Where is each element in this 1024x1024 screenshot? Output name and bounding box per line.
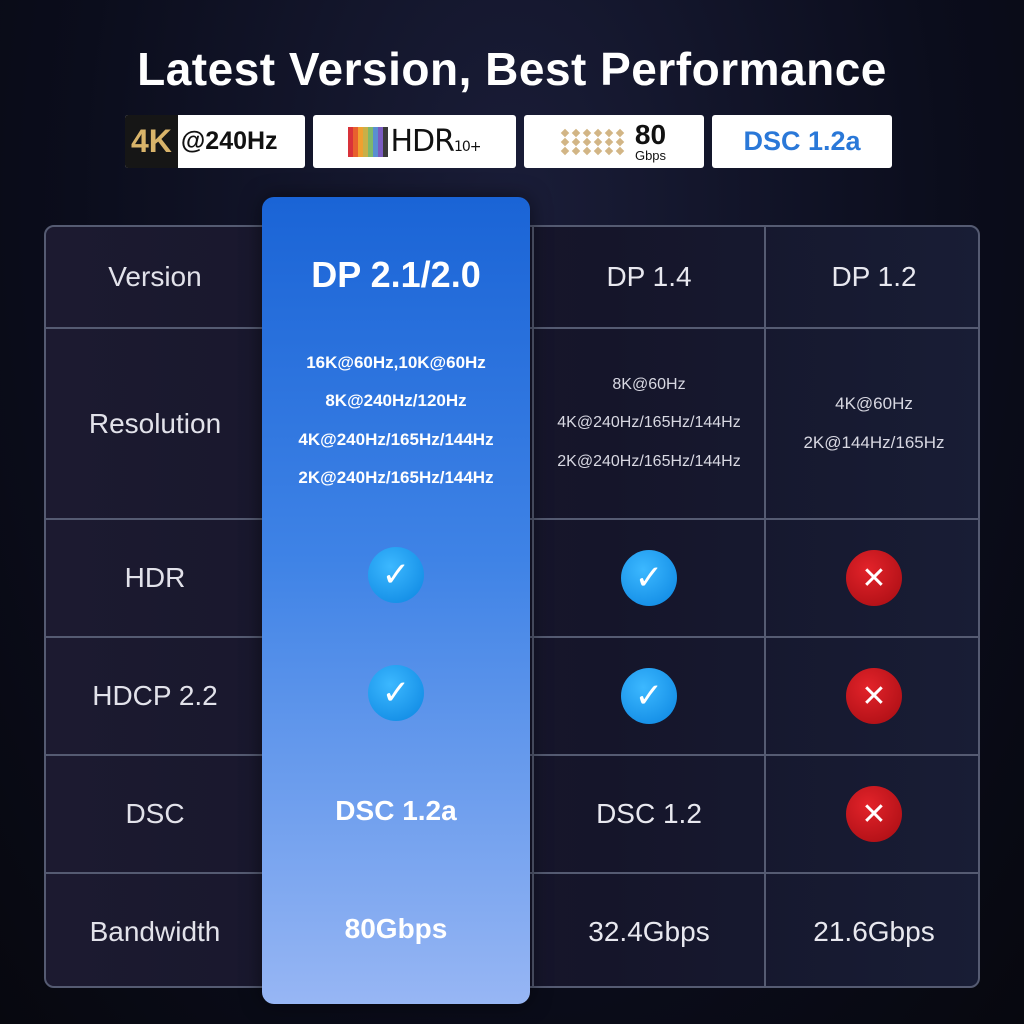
label-resolution: Resolution — [88, 407, 222, 439]
badge-hdr10plus: HDR10+ — [313, 115, 516, 168]
dp21-dsc: DSC 1.2a — [335, 795, 457, 826]
label-bandwidth: Bandwidth — [89, 916, 221, 947]
badge-dsc: DSC 1.2a — [712, 115, 892, 168]
header-dp12: DP 1.2 — [764, 227, 978, 327]
x-icon: ✕ — [846, 550, 902, 606]
dp21-bandwidth: 80Gbps — [344, 913, 448, 944]
row-resolution: Resolution 8K@60Hz 4K@240Hz/165Hz/144Hz 2K… — [46, 327, 978, 518]
dp12-bandwidth: 21.6Gbps — [764, 874, 978, 986]
row-hdcp: HDCP 2.2 ✓ ✕ — [46, 636, 978, 754]
label-dsc: DSC — [125, 798, 185, 829]
hdr-rainbow-icon — [348, 126, 389, 157]
bandwidth-dots-icon — [560, 128, 625, 155]
check-icon: ✓ — [621, 550, 677, 606]
x-icon: ✕ — [846, 786, 902, 842]
dp14-dsc: DSC 1.2 — [532, 756, 764, 872]
badge-hz-text: @240Hz — [180, 127, 278, 155]
badge-4k-text: 4K — [125, 115, 178, 168]
dp12-resolution: 4K@60Hz 2K@144Hz/165Hz — [764, 329, 978, 518]
check-icon: ✓ — [368, 547, 424, 603]
check-icon: ✓ — [621, 668, 677, 724]
badge-80-text: 80 — [634, 119, 667, 150]
check-icon: ✓ — [368, 665, 424, 721]
badge-gbps-text: Gbps — [634, 148, 667, 163]
label-hdcp: HDCP 2.2 — [92, 680, 218, 711]
hdr-logo-text: HDR10+ — [390, 124, 481, 159]
header-row: Version DP 1.4 DP 1.2 — [46, 227, 978, 327]
header-version: Version — [108, 261, 202, 292]
dp21-resolution: 16K@60Hz,10K@60Hz 8K@240Hz/120Hz 4K@240Hz/… — [298, 352, 494, 488]
badge-80gbps: 80 Gbps — [524, 115, 704, 168]
dp14-resolution: 8K@60Hz 4K@240Hz/165Hz/144Hz 2K@240Hz/165H… — [532, 329, 764, 518]
x-icon: ✕ — [846, 668, 902, 724]
page-title: Latest Version, Best Performance — [137, 43, 887, 95]
feature-badges: 4K @240Hz HDR10+ 80 Gbps DSC 1.2a — [125, 115, 892, 168]
badge-4k-240hz: 4K @240Hz — [125, 115, 305, 168]
dp14-bandwidth: 32.4Gbps — [532, 874, 764, 986]
header-dp14: DP 1.4 — [532, 227, 764, 327]
header-dp21: DP 2.1/2.0 — [311, 254, 481, 295]
label-hdr: HDR — [124, 562, 186, 593]
